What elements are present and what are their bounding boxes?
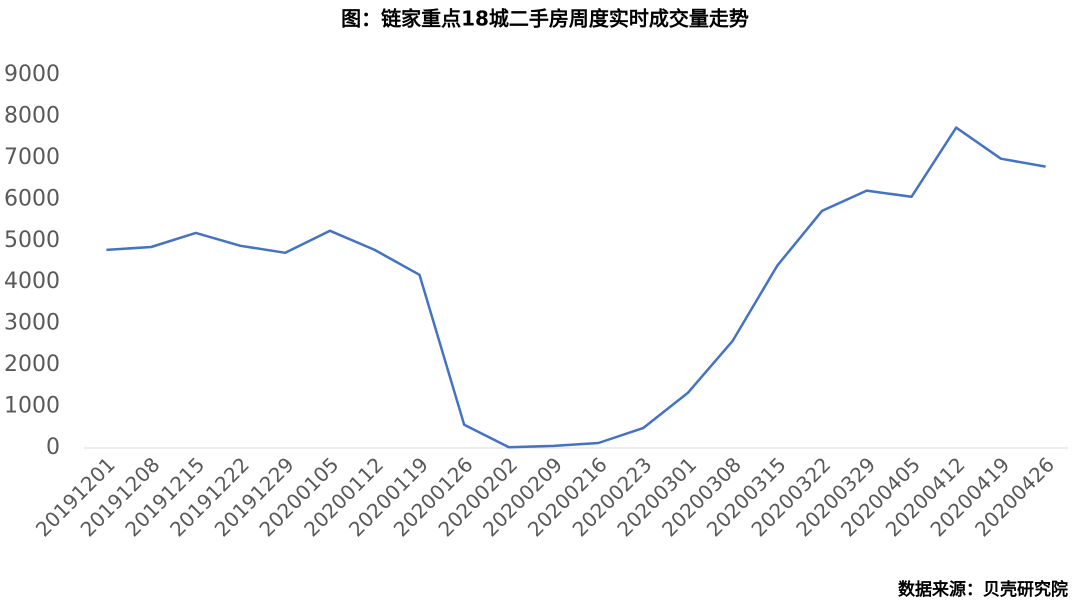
y-tick-label: 6000 — [4, 186, 60, 211]
data-line — [106, 126, 1046, 449]
y-tick-label: 9000 — [4, 62, 60, 87]
y-tick-label: 4000 — [4, 269, 60, 294]
y-tick-label: 0 — [46, 435, 60, 460]
y-tick-label: 7000 — [4, 145, 60, 170]
y-tick-label: 2000 — [4, 352, 60, 377]
y-tick-label: 1000 — [4, 394, 60, 419]
y-tick-label: 3000 — [4, 311, 60, 336]
y-tick-label: 8000 — [4, 103, 60, 128]
y-tick-label: 5000 — [4, 228, 60, 253]
source-note: 数据来源：贝壳研究院 — [898, 579, 1068, 600]
chart-title: 图：链家重点18城二手房周度实时成交量走势 — [341, 7, 749, 31]
